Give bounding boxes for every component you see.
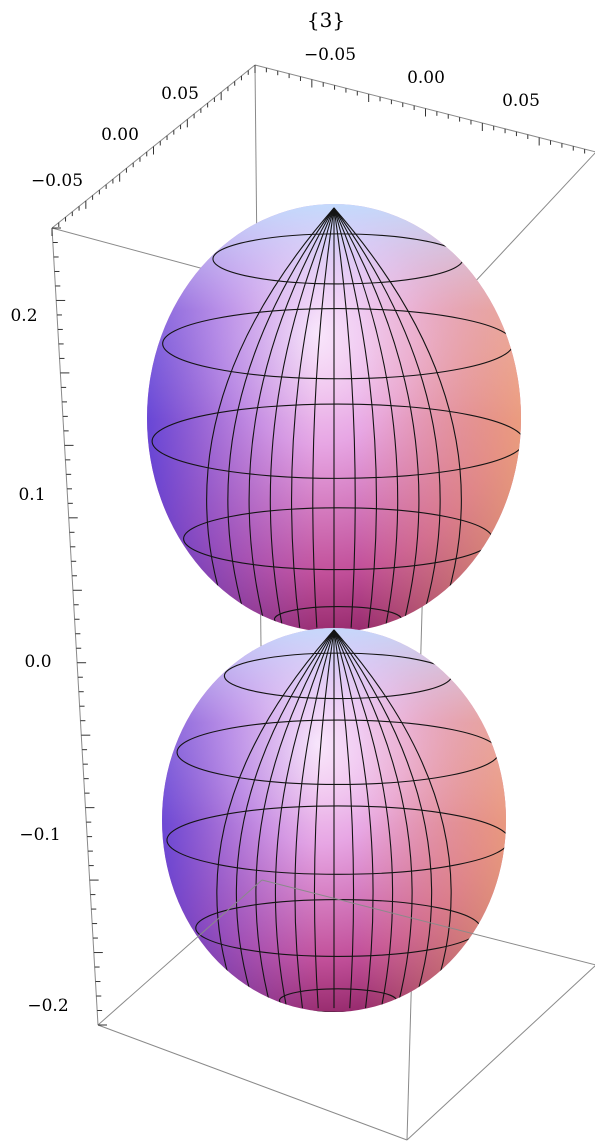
z-tick-label: −0.2 [27, 996, 68, 1016]
mesh-meridian [333, 207, 356, 628]
x-tick-label: 0.00 [407, 68, 445, 88]
upper-lobe-mesh [151, 207, 521, 632]
y-tick-label: 0.00 [101, 125, 139, 145]
mesh-parallel [166, 805, 506, 875]
mesh-meridian [333, 629, 374, 1009]
mesh-meridian [333, 629, 355, 1009]
mesh-meridian [333, 629, 452, 1009]
mesh-parallel [151, 403, 521, 479]
mesh-meridian [206, 207, 335, 628]
bounding-box-front [51, 227, 595, 1141]
mesh-meridian [333, 207, 399, 628]
mesh-meridian [216, 629, 335, 1009]
mesh-meridian [235, 629, 335, 1009]
mesh-meridian [227, 207, 335, 628]
x-tick-label: −0.05 [304, 45, 356, 65]
mesh-meridian [333, 629, 413, 1009]
lower-lobe [162, 628, 506, 1012]
mesh-meridian [248, 207, 335, 628]
upper-lobe [147, 204, 521, 632]
z-tick-label: 0.1 [18, 485, 45, 505]
mesh-meridian [274, 629, 335, 1009]
mesh-meridian [312, 207, 335, 628]
mesh-meridian [333, 629, 394, 1009]
mesh-meridian [269, 207, 335, 628]
z-tick-label: 0.2 [10, 306, 37, 326]
mesh-meridian [294, 629, 335, 1009]
z-tick-label: −0.1 [19, 825, 60, 845]
chart-title: {3} [307, 8, 345, 32]
mesh-meridian [291, 207, 335, 628]
y-tick-label: −0.05 [31, 171, 83, 191]
mesh-meridian [333, 207, 462, 628]
lower-lobe-mesh [166, 629, 506, 1012]
mesh-meridian [255, 629, 335, 1009]
mesh-meridian [333, 207, 441, 628]
mesh-meridian [313, 629, 335, 1009]
mesh-meridian [333, 207, 377, 628]
x-tick-label: 0.05 [502, 91, 540, 111]
y-tick-label: 0.05 [161, 84, 199, 104]
z-tick-label: 0.0 [24, 652, 51, 672]
axis-ticks [51, 65, 586, 1026]
mesh-meridian [333, 629, 433, 1009]
mesh-meridian [333, 207, 420, 628]
